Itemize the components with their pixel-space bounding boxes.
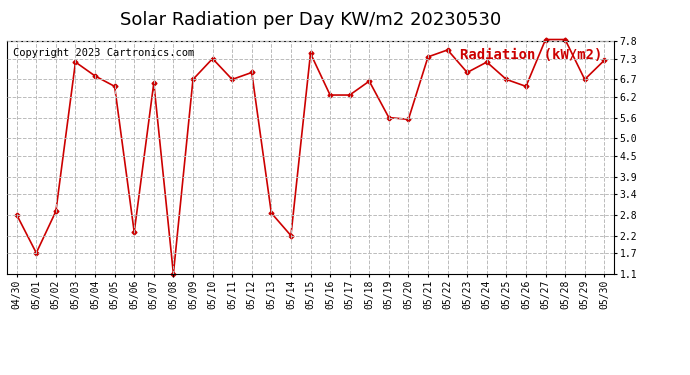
Text: Solar Radiation per Day KW/m2 20230530: Solar Radiation per Day KW/m2 20230530 xyxy=(120,11,501,29)
Text: Radiation (kW/m2): Radiation (kW/m2) xyxy=(460,48,602,62)
Text: Copyright 2023 Cartronics.com: Copyright 2023 Cartronics.com xyxy=(13,48,194,58)
